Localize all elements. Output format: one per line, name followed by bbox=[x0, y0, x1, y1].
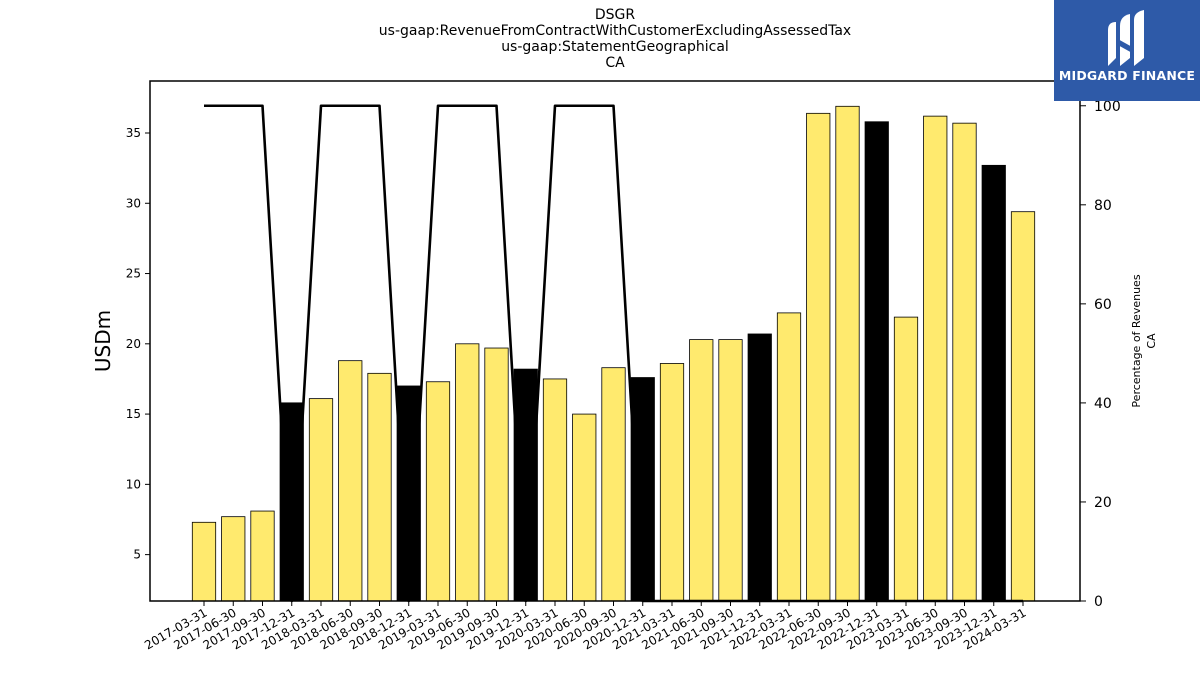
bar-2023-06-30 bbox=[923, 115, 948, 602]
y-axis-label: USDm bbox=[91, 310, 115, 372]
midgard-finance-logo: MIDGARD FINANCE bbox=[1054, 0, 1200, 101]
bar-2018-12-31 bbox=[396, 385, 421, 602]
chart-title-member: CA bbox=[605, 55, 625, 71]
chart-title-axis: us-gaap:StatementGeographical bbox=[501, 39, 729, 55]
bar-2023-12-31 bbox=[981, 164, 1006, 602]
chart-title-concept: us-gaap:RevenueFromContractWithCustomerE… bbox=[378, 23, 852, 39]
bar-2023-03-31 bbox=[893, 316, 919, 602]
y-tick-label: 35 bbox=[126, 126, 141, 140]
y2-tick-label: 40 bbox=[1094, 396, 1112, 412]
bar-2024-03-31 bbox=[1010, 211, 1036, 602]
y2-tick-label: 20 bbox=[1094, 495, 1112, 511]
bar-2018-03-31 bbox=[308, 398, 334, 602]
y-tick-label: 30 bbox=[126, 196, 141, 210]
bar-2020-09-30 bbox=[601, 367, 626, 602]
bar-2018-09-30 bbox=[367, 372, 392, 602]
y2-axis-label-line1: Percentage of Revenues bbox=[1130, 274, 1143, 407]
bar-2019-03-31 bbox=[425, 381, 451, 602]
y2-tick-label: 80 bbox=[1094, 198, 1112, 214]
logo-text: MIDGARD FINANCE bbox=[1058, 68, 1196, 83]
bar-2021-09-30 bbox=[718, 339, 743, 602]
bar-2021-03-31 bbox=[659, 363, 685, 602]
bar-2022-03-31 bbox=[776, 312, 802, 602]
bar-2019-12-31 bbox=[513, 368, 538, 602]
bar-2020-12-31 bbox=[630, 377, 655, 602]
y-tick-label: 20 bbox=[126, 337, 141, 351]
x-axis-ticks: 2017-03-312017-06-302017-09-302017-12-31… bbox=[142, 601, 1029, 652]
bar-2021-12-31 bbox=[747, 333, 772, 602]
y-tick-label: 10 bbox=[126, 477, 141, 491]
bar-2022-12-31 bbox=[864, 121, 889, 602]
y-tick-label: 15 bbox=[126, 407, 141, 421]
bar-2020-06-30 bbox=[572, 413, 597, 602]
bar-2017-12-31 bbox=[279, 402, 304, 602]
left-axis-ticks: 5 10 15 20 25 30 35 bbox=[126, 126, 150, 562]
right-axis-ticks: 0 20 40 60 80 100 bbox=[1080, 99, 1121, 610]
y2-axis-label-line2: CA bbox=[1145, 333, 1158, 349]
bar-2023-09-30 bbox=[952, 122, 977, 602]
plot-frame bbox=[149, 80, 1081, 602]
midgard-logo-icon bbox=[1108, 10, 1144, 66]
bar-2017-09-30 bbox=[250, 510, 275, 602]
bars-group bbox=[191, 105, 1036, 602]
bar-2022-06-30 bbox=[806, 112, 831, 602]
y2-tick-label: 100 bbox=[1094, 99, 1121, 115]
bar-2021-06-30 bbox=[689, 339, 714, 602]
bar-2022-09-30 bbox=[835, 105, 860, 602]
bar-2019-06-30 bbox=[455, 343, 480, 602]
chart-title-ticker: DSGR bbox=[594, 7, 636, 23]
bar-2018-06-30 bbox=[338, 360, 363, 602]
y-tick-label: 5 bbox=[133, 548, 141, 562]
bar-2020-03-31 bbox=[542, 378, 568, 602]
y2-tick-label: 60 bbox=[1094, 297, 1112, 313]
bar-2019-09-30 bbox=[484, 347, 509, 602]
bar-2017-06-30 bbox=[221, 516, 246, 602]
y-tick-label: 25 bbox=[126, 267, 141, 281]
y2-tick-label: 0 bbox=[1094, 594, 1103, 610]
bar-2017-03-31 bbox=[191, 521, 217, 602]
